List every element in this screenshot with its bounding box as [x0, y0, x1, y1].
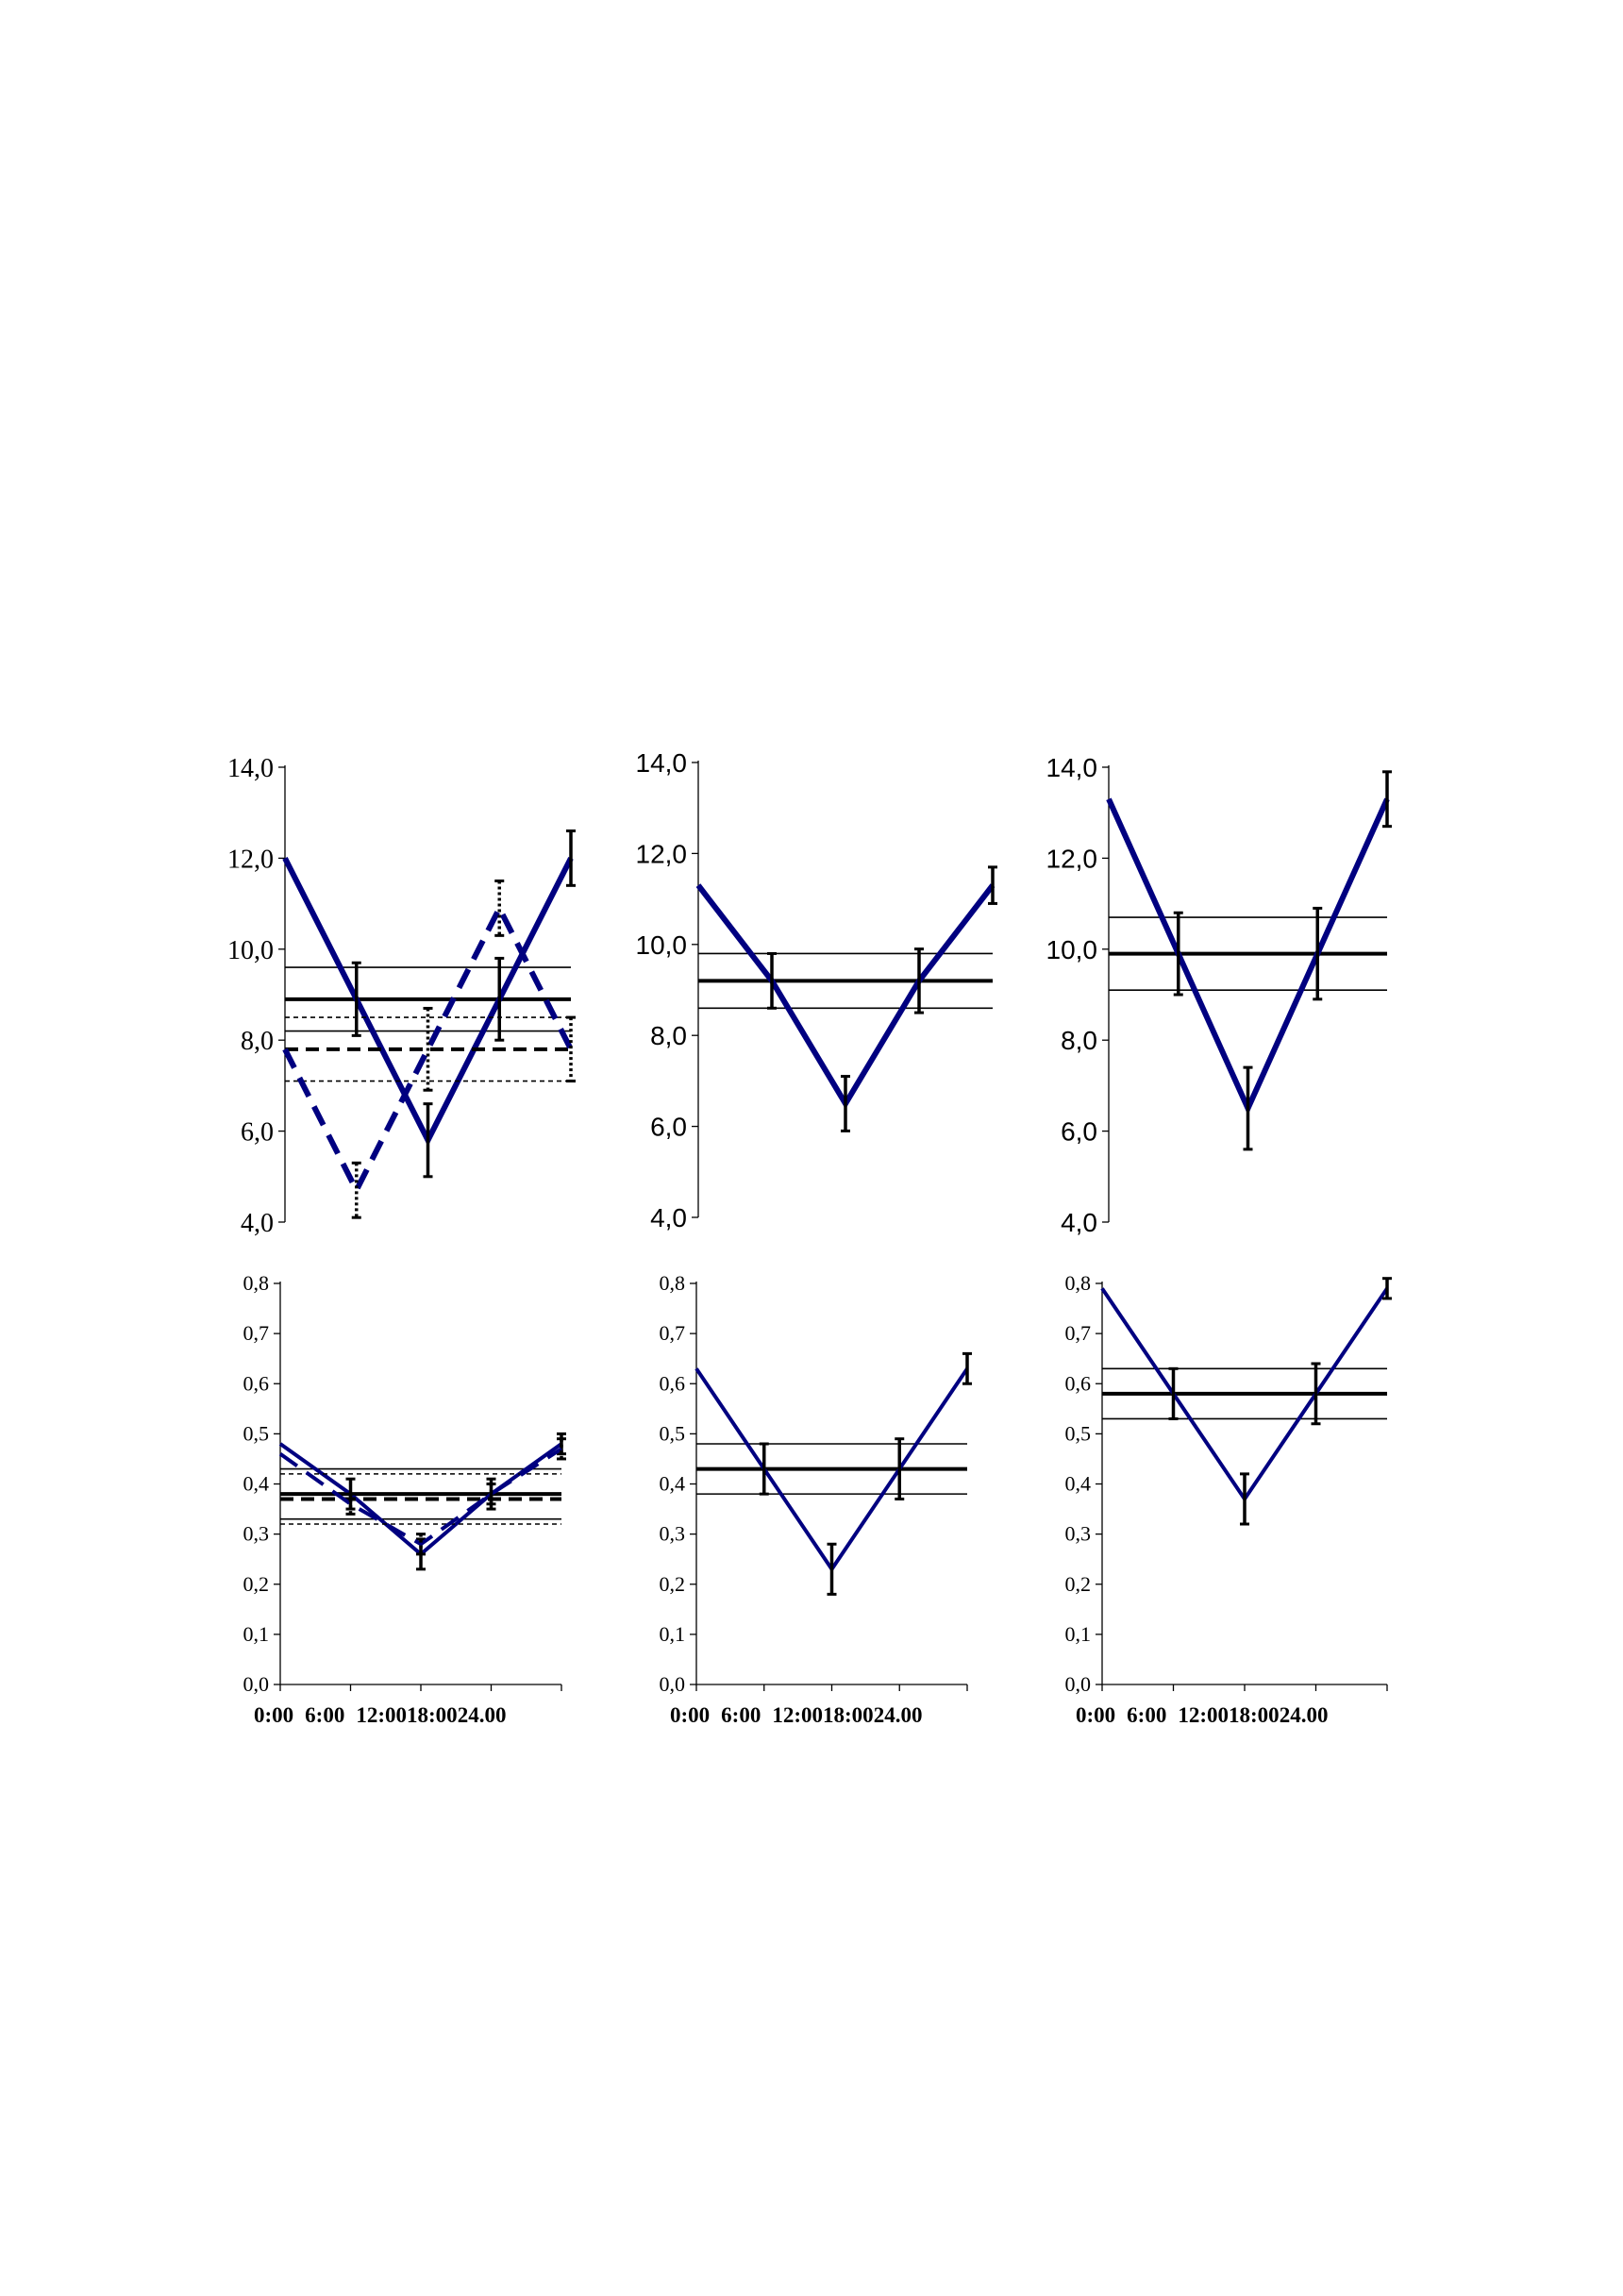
- x-tick-labels: 0:00 6:00 12:0018:0024.00: [670, 1703, 922, 1727]
- x-tick-label: 24.00: [458, 1703, 507, 1727]
- y-tick-label: 0,7: [243, 1321, 270, 1345]
- y-tick-label: 0,1: [1065, 1622, 1092, 1646]
- y-tick-label: 0,1: [243, 1622, 270, 1646]
- y-tick-label: 0,7: [1065, 1321, 1092, 1345]
- series-line: [282, 901, 574, 1197]
- y-tick-label: 0,4: [243, 1472, 270, 1496]
- y-tick-label: 0,8: [243, 1271, 270, 1295]
- x-tick-label: 18:00: [823, 1703, 874, 1727]
- y-tick-label: 0,6: [1065, 1371, 1092, 1395]
- y-tick-label: 0,0: [660, 1672, 686, 1696]
- y-tick-label: 14,0: [636, 748, 688, 778]
- y-tick-label: 0,7: [660, 1321, 686, 1345]
- x-tick-label: 12:00: [356, 1703, 407, 1727]
- series-line: [278, 1447, 563, 1547]
- chart-panel-bottom-left: 0,0 0,1 0,2 0,3 0,4 0,5 0,6 0,7 0,8 0:00 6:00 12:00…: [243, 1271, 566, 1727]
- y-tick-label: 12,0: [636, 839, 688, 868]
- y-tick-label: 14,0: [227, 754, 274, 783]
- y-tick-label: 0,2: [243, 1572, 270, 1596]
- chart-panel-bottom-right: 0,0 0,1 0,2 0,3 0,4 0,5 0,6 0,7 0,8 0:00 6:00 12:00…: [1065, 1271, 1392, 1727]
- y-tick-label: 0,4: [660, 1472, 686, 1496]
- x-tick-label: 12:00: [772, 1703, 823, 1727]
- y-tick-label: 0,3: [660, 1522, 686, 1546]
- y-tick-label: 0,3: [243, 1522, 270, 1546]
- y-tick-label: 0,2: [660, 1572, 686, 1596]
- x-tick-label: 18:00: [407, 1703, 458, 1727]
- chart-panel-top-middle: 4,0 6,0 8,0 10,0 12,0 14,0: [636, 748, 997, 1232]
- y-tick-label: 4,0: [241, 1209, 274, 1238]
- y-tick-label: 4,0: [1061, 1208, 1097, 1237]
- x-tick-label: 6:00: [305, 1703, 344, 1727]
- x-tick-labels: 0:00 6:00 12:0018:0024.00: [1076, 1703, 1328, 1727]
- y-tick-label: 0,0: [243, 1672, 270, 1696]
- y-tick-label: 6,0: [650, 1113, 687, 1142]
- y-tick-label: 0,3: [1065, 1522, 1092, 1546]
- chart-panel-top-left: 4,0 6,0 8,0 10,0 12,0 14,0: [227, 754, 576, 1238]
- y-tick-label: 4,0: [650, 1203, 687, 1232]
- x-tick-labels: 0:00 6:00 12:0018:0024.00: [254, 1703, 506, 1727]
- y-tick-label: 0,8: [1065, 1271, 1092, 1295]
- y-tick-label: 6,0: [241, 1118, 274, 1148]
- y-tick-label: 12,0: [227, 845, 274, 874]
- y-tick-label: 8,0: [1061, 1026, 1097, 1055]
- x-tick-label: 6:00: [1127, 1703, 1166, 1727]
- y-tick-label: 0,5: [660, 1421, 686, 1445]
- y-tick-label: 0,6: [660, 1371, 686, 1395]
- y-tick-label: 6,0: [1061, 1117, 1097, 1147]
- y-tick-label: 0,2: [1065, 1572, 1092, 1596]
- x-tick-label: 0:00: [254, 1703, 293, 1727]
- chart-panel-bottom-middle: 0,0 0,1 0,2 0,3 0,4 0,5 0,6 0,7 0,8 0:00 6:00 12:00…: [660, 1271, 972, 1727]
- series-line: [695, 883, 996, 1110]
- y-tick-label: 0,0: [1065, 1672, 1092, 1696]
- y-tick-label: 0,8: [660, 1271, 686, 1295]
- y-tick-label: 8,0: [650, 1021, 687, 1050]
- y-tick-label: 0,6: [243, 1371, 270, 1395]
- y-tick-label: 0,5: [1065, 1421, 1092, 1445]
- y-tick-label: 8,0: [241, 1027, 274, 1056]
- y-tick-label: 10,0: [227, 936, 274, 965]
- y-tick-label: 10,0: [636, 930, 688, 960]
- chart-panel-top-right: 4,0 6,0 8,0 10,0 12,0 14,0: [1046, 753, 1392, 1237]
- x-tick-label: 24.00: [1280, 1703, 1329, 1727]
- x-tick-label: 6:00: [721, 1703, 761, 1727]
- x-tick-label: 18:00: [1229, 1703, 1280, 1727]
- y-tick-label: 10,0: [1046, 935, 1098, 964]
- x-tick-label: 24.00: [874, 1703, 923, 1727]
- x-tick-label: 0:00: [670, 1703, 710, 1727]
- x-tick-label: 12:00: [1178, 1703, 1229, 1727]
- x-tick-label: 0:00: [1076, 1703, 1115, 1727]
- y-tick-label: 0,5: [243, 1421, 270, 1445]
- y-tick-label: 14,0: [1046, 753, 1098, 782]
- y-tick-label: 0,4: [1065, 1472, 1092, 1496]
- y-tick-label: 0,1: [660, 1622, 686, 1646]
- y-tick-label: 12,0: [1046, 844, 1098, 873]
